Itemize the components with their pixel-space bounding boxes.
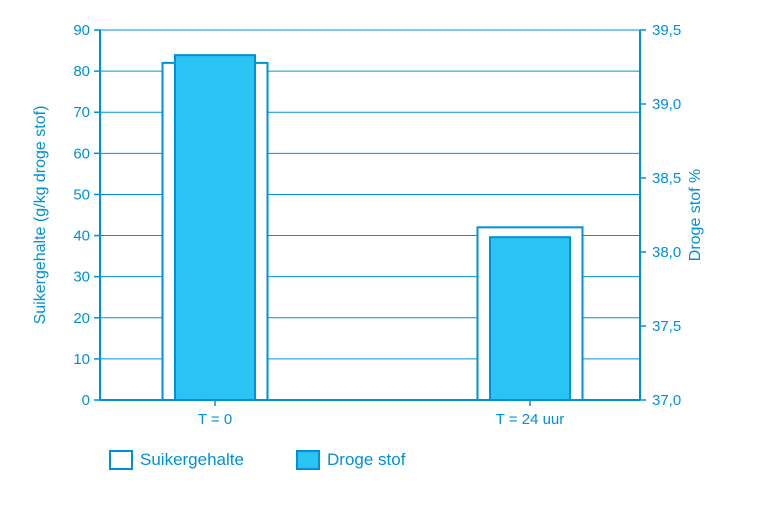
y-right-tick-label: 37,0	[652, 392, 681, 409]
bar-drogestof	[175, 55, 255, 400]
x-category-label: T = 0	[198, 411, 232, 428]
y-right-tick-label: 37,5	[652, 318, 681, 335]
y-left-tick-label: 80	[73, 63, 90, 80]
y-right-tick-label: 39,5	[652, 22, 681, 39]
legend-label: Droge stof	[327, 450, 406, 469]
y-left-tick-label: 30	[73, 269, 90, 286]
y-left-tick-label: 20	[73, 310, 90, 327]
x-category-label: T = 24 uur	[496, 411, 565, 428]
y-left-tick-label: 70	[73, 104, 90, 121]
y-left-tick-label: 60	[73, 145, 90, 162]
y-right-axis-title: Droge stof %	[687, 169, 704, 261]
y-right-tick-label: 39,0	[652, 96, 681, 113]
y-left-axis-title: Suikergehalte (g/kg droge stof)	[32, 106, 49, 325]
legend-swatch	[110, 451, 132, 469]
y-left-tick-label: 40	[73, 228, 90, 245]
y-right-tick-label: 38,5	[652, 170, 681, 187]
y-left-tick-label: 0	[82, 392, 90, 409]
sugar-drymatter-chart: 0 10 20 30 40 50 60 70 80 90 37,0 37,5 38,0 38,5 39,0 3…	[0, 0, 770, 513]
legend-swatch	[297, 451, 319, 469]
y-left-tick-label: 90	[73, 22, 90, 39]
bar-drogestof	[490, 237, 570, 400]
y-left-tick-label: 10	[73, 351, 90, 368]
y-right-tick-label: 38,0	[652, 244, 681, 261]
y-left-tick-label: 50	[73, 186, 90, 203]
legend-label: Suikergehalte	[140, 450, 244, 469]
